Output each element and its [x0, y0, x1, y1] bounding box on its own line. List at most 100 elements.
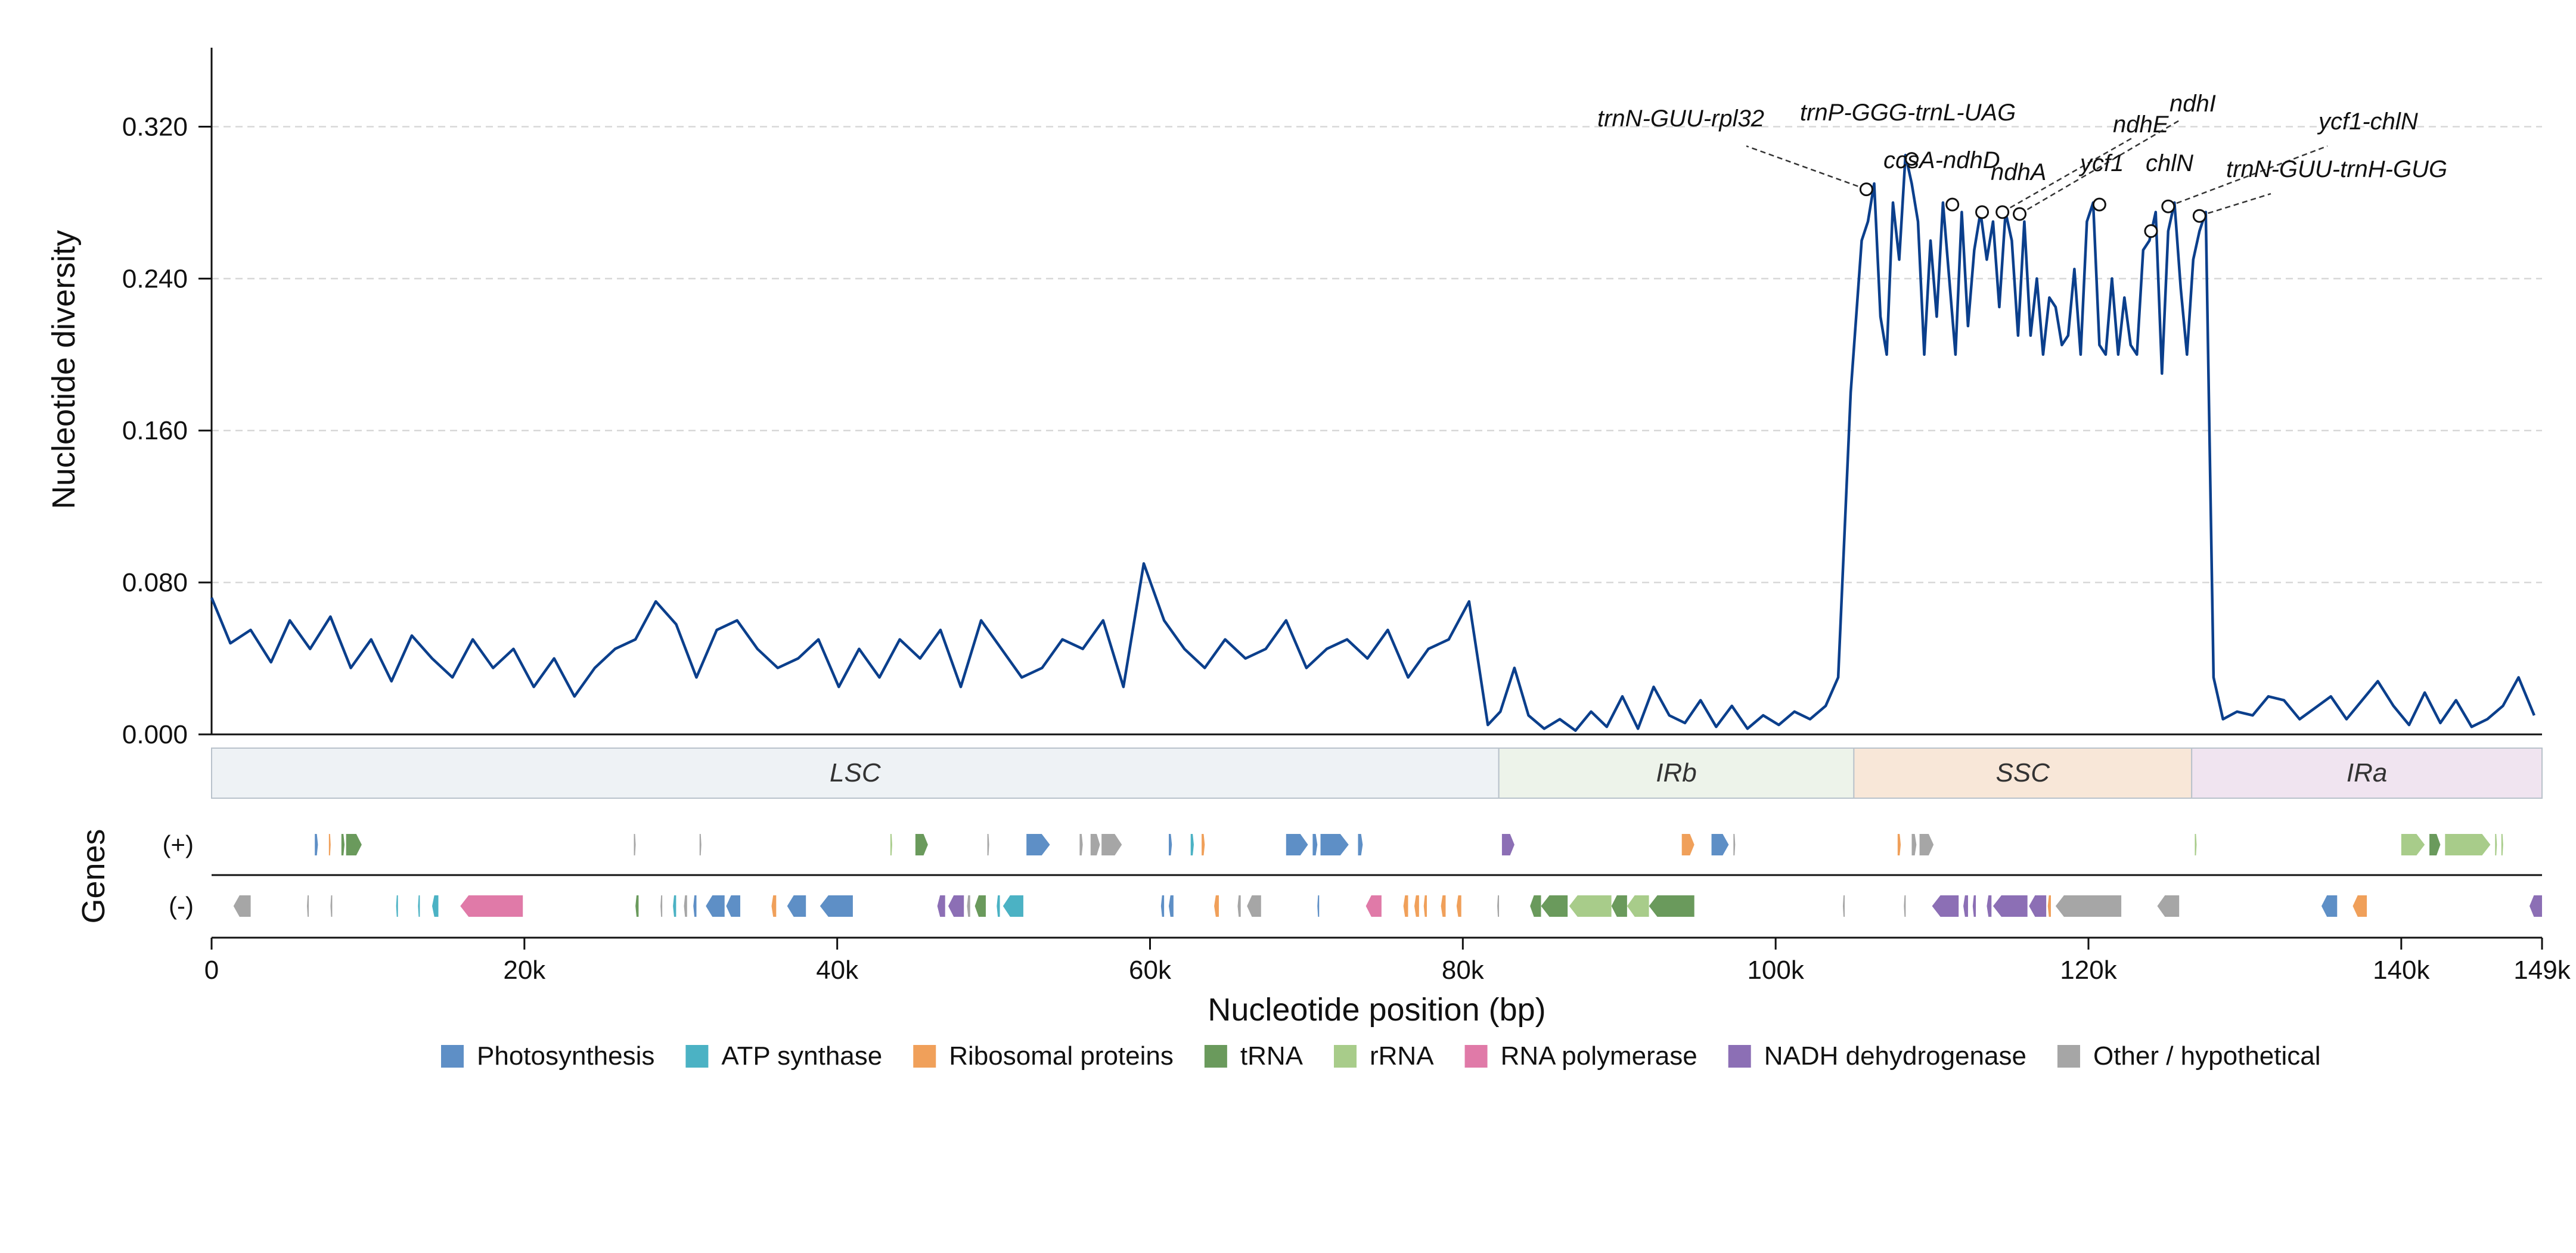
gene-block: [1317, 895, 1320, 917]
gene-block: [1365, 895, 1382, 917]
gene-block: [967, 895, 970, 917]
peak-marker: [2192, 209, 2206, 223]
gene-block: [1904, 895, 1906, 917]
peak-label: chlN: [2146, 150, 2193, 176]
peak-marker: [2092, 197, 2106, 212]
gene-block: [341, 834, 345, 855]
gene-block: [2352, 895, 2367, 917]
gene-block: [1501, 834, 1514, 855]
gene-block: [1286, 834, 1308, 855]
region-label: SSC: [1996, 758, 2051, 787]
x-tick-label: 149k: [2513, 956, 2571, 985]
gene-block: [2501, 834, 2503, 855]
strand-label-plus: (+): [163, 830, 194, 858]
gene-block: [1414, 895, 1419, 917]
gene-block: [1497, 895, 1500, 917]
gene-block: [974, 895, 986, 917]
x-tick-label: 0: [204, 956, 219, 985]
gene-block: [660, 895, 663, 917]
gene-block: [396, 895, 398, 917]
genome-region-bar: LSC IRb SSC IRa: [211, 748, 2543, 799]
peak-marker: [2161, 199, 2175, 213]
gene-block: [1358, 834, 1363, 855]
peak-label: trnP-GGG-trnL-UAG: [1800, 100, 2016, 126]
strand-labels: (+) (-): [163, 830, 194, 920]
gene-block: [915, 834, 928, 855]
x-tick-label: 40k: [816, 956, 859, 985]
gene-block: [1569, 895, 1612, 917]
gene-block: [634, 834, 636, 855]
gene-block: [726, 895, 740, 917]
gene-block: [1611, 895, 1627, 917]
gene-block: [890, 834, 892, 855]
peak-leader-line: [2199, 193, 2271, 217]
gene-block: [1987, 895, 1992, 917]
peak-leader-line: [2002, 136, 2134, 213]
region-label: IRa: [2347, 758, 2387, 787]
peak-annotations: trnN-GUU-rpl32 trnP-GGG-trnL-UAG ccsA-ndhD…: [1597, 91, 2447, 238]
y-axis-ticks: 0.000 0.080 0.160 0.240 0.320: [122, 112, 212, 749]
peak-marker: [1904, 152, 1919, 166]
gene-block: [1897, 834, 1901, 855]
gene-block: [1190, 834, 1194, 855]
gene-block: [2195, 834, 2197, 855]
y-axis-title: Nucleotide diversity: [46, 230, 82, 509]
gene-block: [699, 834, 702, 855]
gene-block: [1202, 834, 1205, 855]
gene-block: [330, 895, 333, 917]
gene-block: [233, 895, 251, 917]
genes-track-title: Genes: [76, 829, 111, 923]
gene-block: [1530, 895, 1541, 917]
y-gridlines: [212, 126, 2542, 584]
gene-block: [1992, 895, 2028, 917]
x-tick-label: 60k: [1129, 956, 1172, 985]
legend-label: ATP synthase: [721, 1041, 882, 1071]
gene-block: [2321, 895, 2338, 917]
legend-swatch: [441, 1045, 464, 1068]
diversity-series-line: [210, 153, 2535, 732]
gene-block: [2047, 895, 2052, 917]
peak-marker: [2144, 224, 2158, 238]
gene-block: [787, 895, 806, 917]
gene-block: [1090, 834, 1100, 855]
region-label: LSC: [830, 758, 882, 787]
legend-label: Other / hypothetical: [2093, 1041, 2321, 1071]
gene-block: [1168, 834, 1172, 855]
y-tick-label: 0.240: [122, 264, 188, 293]
x-tick-label: 140k: [2373, 956, 2430, 985]
gene-block: [1627, 895, 1649, 917]
gene-block: [1456, 895, 1461, 917]
gene-block: [1026, 834, 1050, 855]
peak-label: trnN-GUU-trnH-GUG: [2226, 156, 2447, 182]
legend-swatch: [2057, 1045, 2080, 1068]
gene-block: [684, 895, 687, 917]
gene-block: [1911, 834, 1917, 855]
gene-block: [1932, 895, 1959, 917]
legend-swatch: [1334, 1045, 1357, 1068]
y-tick-label: 0.000: [122, 720, 188, 749]
gene-block: [315, 834, 318, 855]
gene-block: [2429, 834, 2441, 855]
gene-block: [1160, 895, 1165, 917]
region-label: IRb: [1656, 758, 1696, 787]
gene-track: [233, 834, 2542, 917]
gene-block: [673, 895, 676, 917]
legend-swatch: [1728, 1045, 1751, 1068]
gene-block: [1101, 834, 1122, 855]
peak-leader-line: [2019, 118, 2182, 215]
gene-block: [1919, 834, 1934, 855]
peak-label: ycf1: [2078, 150, 2124, 176]
legend-label: tRNA: [1240, 1041, 1303, 1071]
gene-block: [2495, 834, 2497, 855]
y-tick-label: 0.320: [122, 112, 188, 141]
peak-leader-line: [2168, 145, 2328, 207]
legend-label: Ribosomal proteins: [949, 1041, 1174, 1071]
gene-block: [987, 834, 989, 855]
legend-label: RNA polymerase: [1501, 1041, 1697, 1071]
gene-block: [771, 895, 777, 917]
legend-label: rRNA: [1370, 1041, 1434, 1071]
peak-label: ycf1-chlN: [2317, 108, 2418, 135]
gene-block: [1711, 834, 1729, 855]
gene-block: [418, 895, 420, 917]
